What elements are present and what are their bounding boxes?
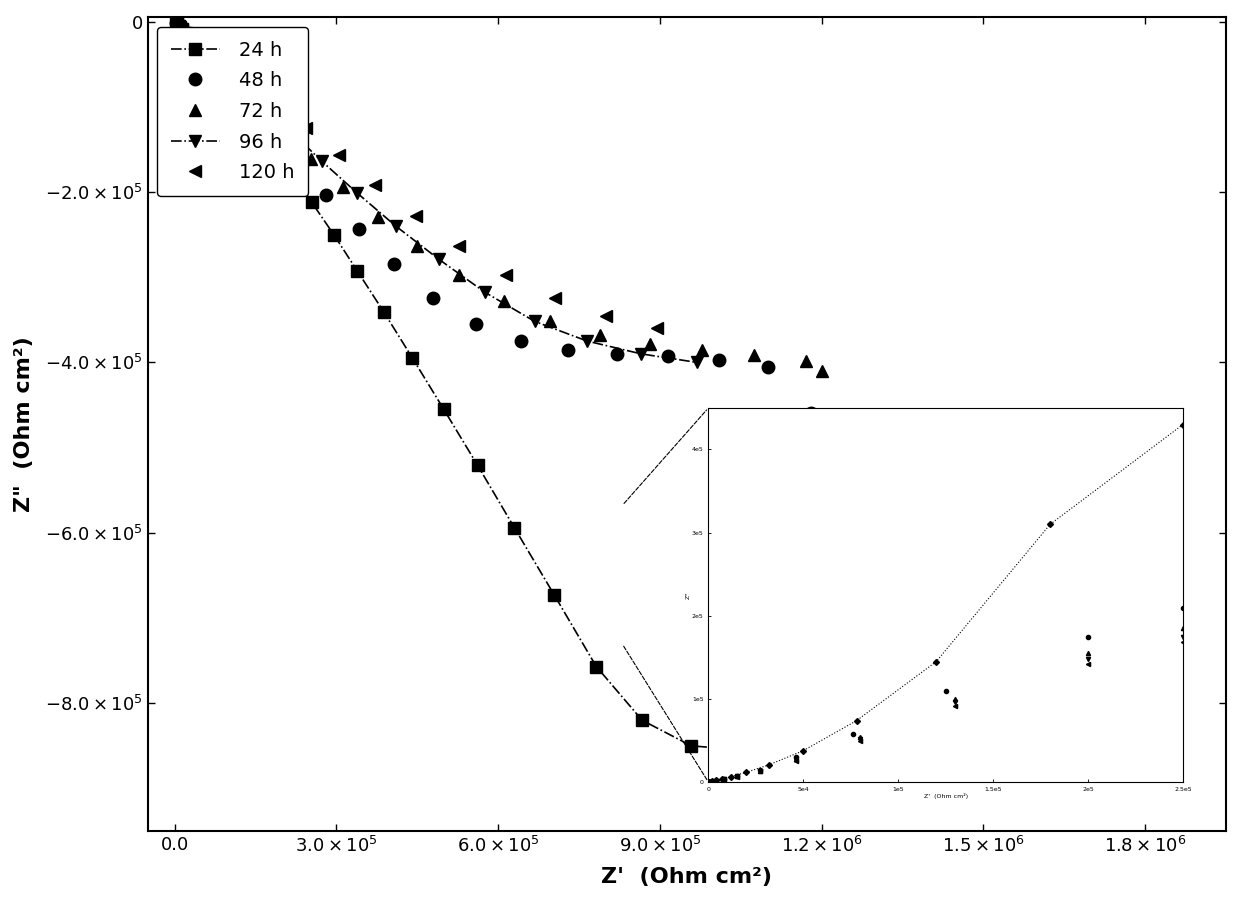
X-axis label: Z'  (Ohm cm²): Z' (Ohm cm²) (601, 867, 773, 887)
Y-axis label: Z"  (Ohm cm²): Z" (Ohm cm²) (14, 336, 33, 512)
Legend: 24 h, 48 h, 72 h, 96 h, 120 h: 24 h, 48 h, 72 h, 96 h, 120 h (157, 27, 309, 196)
